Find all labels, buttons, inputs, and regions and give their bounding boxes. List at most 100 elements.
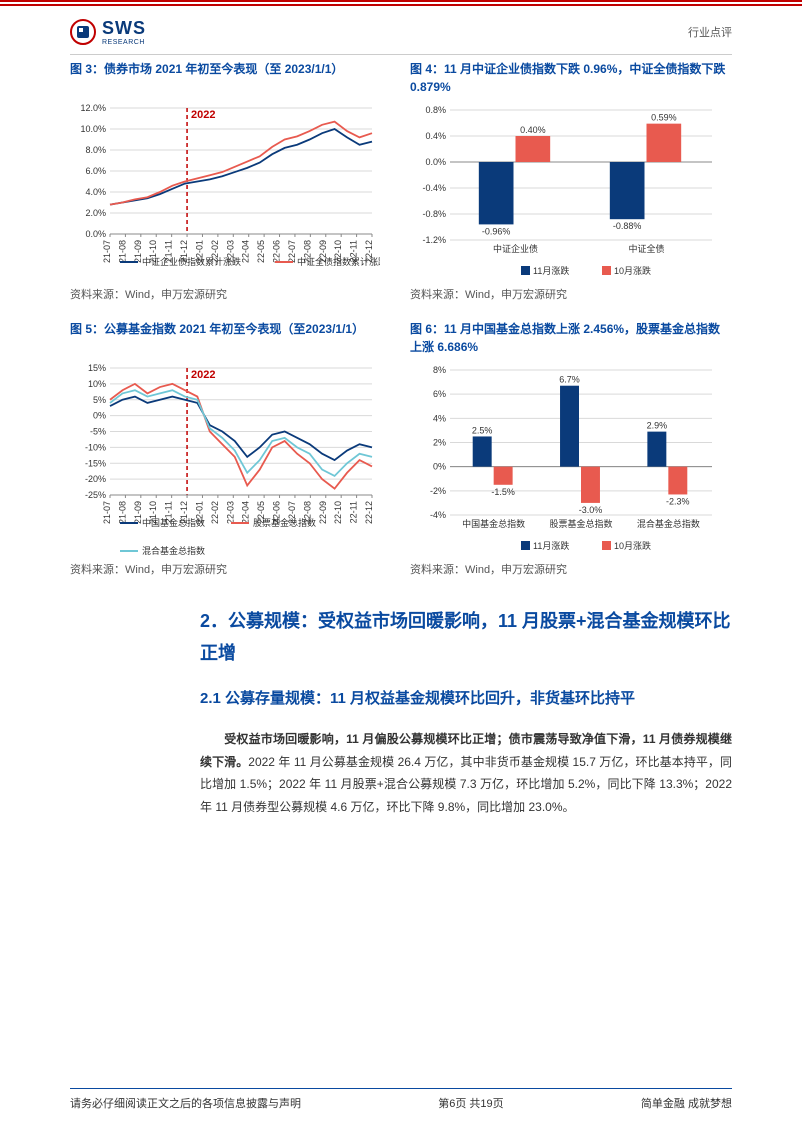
chart-6-panel: 图 6：11 月中国基金总指数上涨 2.456%，股票基金总指数上涨 6.686… xyxy=(410,320,732,577)
logo-subtext: RESEARCH xyxy=(102,39,146,46)
svg-text:混合基金总指数: 混合基金总指数 xyxy=(637,518,700,529)
chart-5-panel: 图 5：公募基金指数 2021 年初至今表现（至2023/1/1） -25%-2… xyxy=(70,320,392,577)
svg-text:中证全债指数累计涨跌: 中证全债指数累计涨跌 xyxy=(297,256,380,267)
chart-6: -4%-2%0%2%4%6%8%2.5%-1.5%中国基金总指数6.7%-3.0… xyxy=(410,362,732,557)
svg-text:22-04: 22-04 xyxy=(241,240,251,263)
svg-text:21-07: 21-07 xyxy=(102,501,112,524)
svg-text:2.0%: 2.0% xyxy=(85,208,106,218)
svg-text:10月涨跌: 10月涨跌 xyxy=(614,541,651,551)
svg-text:-0.4%: -0.4% xyxy=(422,183,446,193)
svg-text:0.40%: 0.40% xyxy=(520,125,546,135)
svg-text:22-12: 22-12 xyxy=(364,501,374,524)
logo-block: SWS RESEARCH xyxy=(70,18,146,46)
svg-text:2.5%: 2.5% xyxy=(472,425,493,435)
chart-3: 0.0% 2.0% 4.0% 6.0% 8.0% 10.0% 12.0% 21-07 21-08… xyxy=(70,102,392,282)
svg-text:22-03: 22-03 xyxy=(225,501,235,524)
svg-text:-25%: -25% xyxy=(85,490,106,500)
svg-text:-10%: -10% xyxy=(85,442,106,452)
content-area: 图 3：债券市场 2021 年初至今表现（至 2023/1/1） 0.0% 2.0… xyxy=(70,60,732,1083)
footer-page: 第6页 共19页 xyxy=(438,1095,503,1111)
svg-text:2%: 2% xyxy=(433,438,446,448)
svg-text:22-05: 22-05 xyxy=(256,240,266,263)
svg-text:10.0%: 10.0% xyxy=(80,124,106,134)
svg-text:11月涨跌: 11月涨跌 xyxy=(533,266,569,276)
svg-text:混合基金总指数: 混合基金总指数 xyxy=(142,545,205,556)
svg-text:0.59%: 0.59% xyxy=(651,113,677,123)
svg-text:22-10: 22-10 xyxy=(333,501,343,524)
svg-text:-1.2%: -1.2% xyxy=(422,235,446,245)
chart-6-title: 图 6：11 月中国基金总指数上涨 2.456%，股票基金总指数上涨 6.686… xyxy=(410,320,732,356)
svg-text:-0.88%: -0.88% xyxy=(613,221,642,231)
svg-text:-2.3%: -2.3% xyxy=(666,496,690,506)
svg-text:0.4%: 0.4% xyxy=(425,131,446,141)
svg-text:2.9%: 2.9% xyxy=(647,421,668,431)
chart-5-title: 图 5：公募基金指数 2021 年初至今表现（至2023/1/1） xyxy=(70,320,392,356)
svg-text:12.0%: 12.0% xyxy=(80,103,106,113)
svg-text:4%: 4% xyxy=(433,413,446,423)
svg-text:中证全债: 中证全债 xyxy=(628,243,664,254)
svg-text:0.8%: 0.8% xyxy=(425,105,446,115)
chart-grid: 图 3：债券市场 2021 年初至今表现（至 2023/1/1） 0.0% 2.0… xyxy=(70,60,732,577)
svg-text:6.7%: 6.7% xyxy=(559,375,580,385)
svg-text:股票基金总指数: 股票基金总指数 xyxy=(549,518,612,529)
svg-text:4.0%: 4.0% xyxy=(85,187,106,197)
svg-text:10月涨跌: 10月涨跌 xyxy=(614,266,651,276)
section-2-1-heading: 2.1 公募存量规模：11 月权益基金规模环比回升，非货基环比持平 xyxy=(200,684,732,714)
svg-text:5%: 5% xyxy=(93,395,106,405)
svg-text:-3.0%: -3.0% xyxy=(579,505,603,515)
svg-text:22-09: 22-09 xyxy=(318,501,328,524)
svg-text:22-11: 22-11 xyxy=(349,501,359,523)
svg-text:-4%: -4% xyxy=(430,510,446,520)
svg-text:-0.96%: -0.96% xyxy=(482,226,511,236)
svg-text:6%: 6% xyxy=(433,389,446,399)
page-header: SWS RESEARCH 行业点评 xyxy=(70,18,732,55)
svg-text:0%: 0% xyxy=(93,411,106,421)
svg-text:10%: 10% xyxy=(88,379,106,389)
svg-text:11月涨跌: 11月涨跌 xyxy=(533,541,569,551)
chart-3-title: 图 3：债券市场 2021 年初至今表现（至 2023/1/1） xyxy=(70,60,392,96)
para-rest: 2022 年 11 月公募基金规模 26.4 万亿，其中非货币基金规模 15.7… xyxy=(200,755,732,815)
svg-text:-20%: -20% xyxy=(85,474,106,484)
svg-text:0.0%: 0.0% xyxy=(85,229,106,239)
chart-5: -25% -20% -15% -10% -5% 0% 5% 10% 15% 21-07 21-08 2… xyxy=(70,362,392,557)
chart-5-source: 资料来源：Wind，申万宏源研究 xyxy=(70,561,392,577)
svg-text:0%: 0% xyxy=(433,462,446,472)
svg-text:中证企业债指数累计涨跌: 中证企业债指数累计涨跌 xyxy=(142,256,241,267)
svg-text:22-07: 22-07 xyxy=(287,240,297,263)
svg-text:-0.8%: -0.8% xyxy=(422,209,446,219)
svg-text:22-02: 22-02 xyxy=(210,501,220,524)
svg-text:22-04: 22-04 xyxy=(241,501,251,524)
doc-type-label: 行业点评 xyxy=(688,24,732,40)
chart-3-panel: 图 3：债券市场 2021 年初至今表现（至 2023/1/1） 0.0% 2.0… xyxy=(70,60,392,302)
chart-3-source: 资料来源：Wind，申万宏源研究 xyxy=(70,286,392,302)
svg-text:-5%: -5% xyxy=(90,427,106,437)
svg-text:6.0%: 6.0% xyxy=(85,166,106,176)
svg-text:中国基金总指数: 中国基金总指数 xyxy=(142,517,205,528)
svg-text:8%: 8% xyxy=(433,365,446,375)
svg-text:22-06: 22-06 xyxy=(272,240,282,263)
chart-4-title: 图 4：11 月中证企业债指数下跌 0.96%，中证全债指数下跌 0.879% xyxy=(410,60,732,96)
svg-text:2022: 2022 xyxy=(191,109,215,121)
logo-icon xyxy=(70,19,96,45)
svg-text:21-07: 21-07 xyxy=(102,240,112,263)
svg-text:8.0%: 8.0% xyxy=(85,145,106,155)
footer-slogan: 简单金融 成就梦想 xyxy=(641,1095,732,1111)
svg-text:-15%: -15% xyxy=(85,458,106,468)
chart-4-source: 资料来源：Wind，申万宏源研究 xyxy=(410,286,732,302)
svg-text:21-08: 21-08 xyxy=(117,501,127,524)
chart-4-panel: 图 4：11 月中证企业债指数下跌 0.96%，中证全债指数下跌 0.879% … xyxy=(410,60,732,302)
top-red-bar xyxy=(0,0,802,6)
chart-6-source: 资料来源：Wind，申万宏源研究 xyxy=(410,561,732,577)
svg-text:-1.5%: -1.5% xyxy=(491,487,515,497)
svg-text:中国基金总指数: 中国基金总指数 xyxy=(462,518,525,529)
section-2-heading: 2．公募规模：受权益市场回暖影响，11 月股票+混合基金规模环比正增 xyxy=(200,605,732,670)
svg-text:2022: 2022 xyxy=(191,369,215,381)
svg-text:0.0%: 0.0% xyxy=(425,157,446,167)
logo-text: SWS xyxy=(102,18,146,39)
body-paragraph: 受权益市场回暖影响，11 月偏股公募规模环比正增；债市震荡导致净值下滑，11 月… xyxy=(200,728,732,819)
chart-4: -1.2% -0.8% -0.4% 0.0% 0.4% 0.8% -0.96% 0.40% 中证… xyxy=(410,102,732,282)
svg-text:15%: 15% xyxy=(88,363,106,373)
page-footer: 请务必仔细阅读正文之后的各项信息披露与声明 第6页 共19页 简单金融 成就梦想 xyxy=(70,1088,732,1111)
footer-disclaimer: 请务必仔细阅读正文之后的各项信息披露与声明 xyxy=(70,1095,301,1111)
svg-text:21-08: 21-08 xyxy=(117,240,127,263)
